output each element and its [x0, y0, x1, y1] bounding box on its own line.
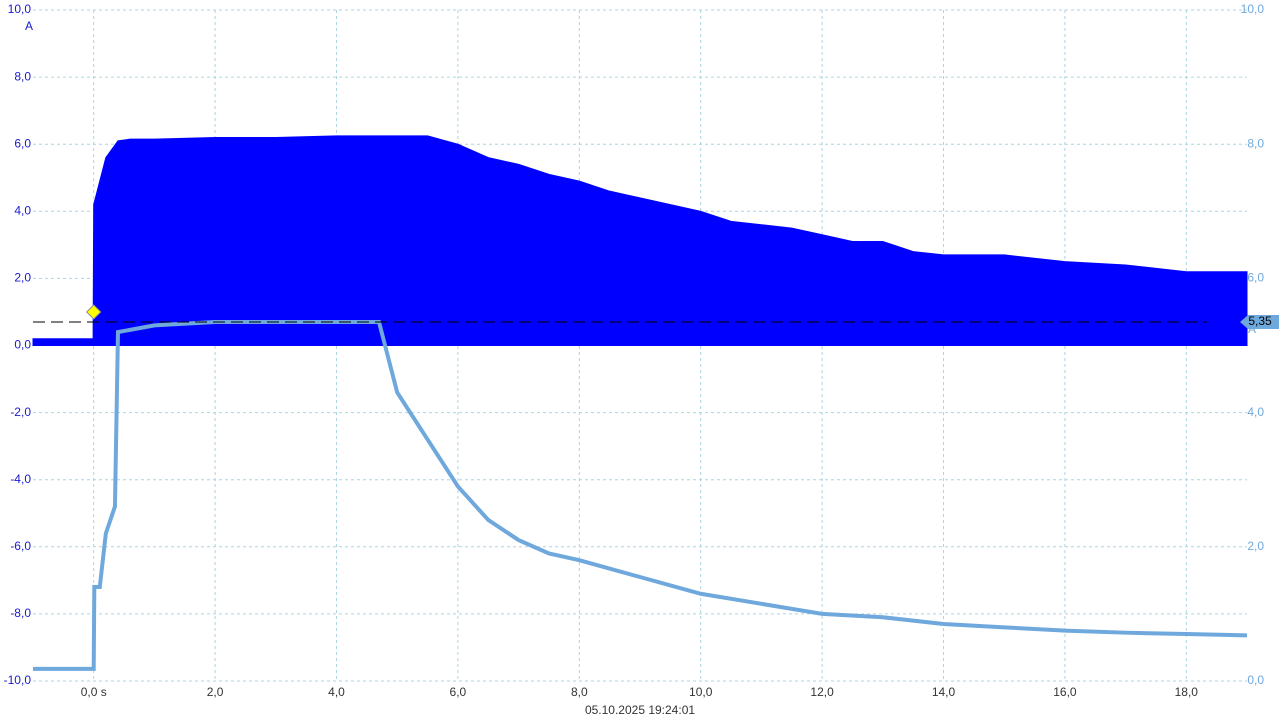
y-tick-label: -10,0: [4, 673, 32, 687]
series-line: [33, 320, 1248, 671]
series-area: [32, 135, 1248, 346]
x-tick-label: 6,0: [450, 685, 467, 699]
y-tick-label: -8,0: [10, 606, 31, 620]
y-tick-label: 10,0: [8, 2, 32, 16]
y2-tick-label: 0,0: [1247, 673, 1264, 687]
x-tick-label: 10,0: [689, 685, 713, 699]
y-tick-label: 8,0: [14, 69, 31, 83]
x-tick-label: 14,0: [932, 685, 956, 699]
y2-tick-label: 10,0: [1241, 2, 1265, 16]
y-tick-label: 6,0: [14, 136, 31, 150]
y-unit: A: [25, 19, 33, 33]
trigger-marker: [85, 304, 102, 320]
x-tick-label: 2,0: [207, 685, 224, 699]
y2-unit: A: [1248, 322, 1256, 336]
y-tick-label: 2,0: [14, 271, 31, 285]
reference-tag: [1240, 315, 1279, 330]
x-tick-label: 0,0 s: [81, 685, 107, 699]
x-tick-label: 8,0: [571, 685, 588, 699]
x-tick-label: 12,0: [810, 685, 834, 699]
y-tick-label: -4,0: [10, 472, 31, 486]
y2-tick-label: 8,0: [1247, 136, 1264, 150]
x-tick-label: 18,0: [1175, 685, 1199, 699]
y-tick-label: -6,0: [10, 539, 31, 553]
x-tick-label: 4,0: [328, 685, 345, 699]
y-tick-label: -2,0: [10, 405, 31, 419]
y2-tick-label: 6,0: [1247, 271, 1264, 285]
y2-tick-label: 2,0: [1247, 539, 1264, 553]
y-tick-label: 0,0: [14, 338, 31, 352]
y-tick-label: 4,0: [14, 203, 31, 217]
x-axis-label: 05.10.2025 19:24:01: [585, 703, 695, 717]
y2-tick-label: 4,0: [1247, 405, 1264, 419]
x-tick-label: 16,0: [1053, 685, 1077, 699]
reference-label: 5,35: [1248, 314, 1272, 328]
